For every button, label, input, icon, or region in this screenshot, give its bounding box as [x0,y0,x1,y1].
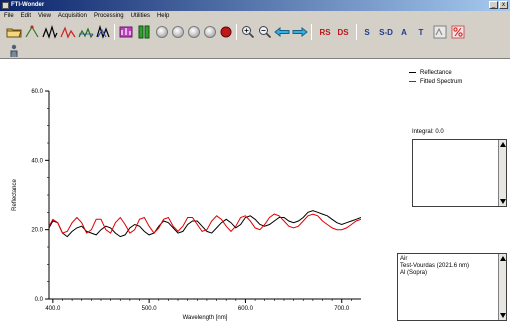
main-toolbar: RS DS S S-D A T [0,21,510,43]
legend-label-fitted: Fitted Spectrum [420,78,463,85]
layer-item[interactable]: Al (Sopra) [400,270,428,276]
secondary-toolbar [0,43,510,59]
menu-view[interactable]: View [38,13,51,19]
menu-help[interactable]: Help [156,13,170,19]
window-title: FTI-Wonder [11,2,45,8]
acquire-button-4[interactable] [202,25,218,39]
a-button[interactable]: A [401,27,407,37]
close-button[interactable]: x [499,1,508,9]
battery-icon[interactable] [136,25,152,39]
spectrum-plot[interactable]: 0.0 20.0 40.0 60.0 400.0 500.0 600.0 700.0 Wavel… [0,59,390,325]
x-tick-label-2: 600.0 [238,306,254,312]
measure-tool-icon[interactable] [24,25,40,39]
scroll-up-icon[interactable] [500,256,506,261]
y-tick-label-1: 20.0 [31,228,43,234]
legend-label-reflectance: Reflectance [420,69,452,76]
peak-fit-icon[interactable] [96,25,112,39]
zoom-in-icon[interactable] [240,25,256,39]
open-folder-icon[interactable] [6,25,22,39]
s-button[interactable]: S [364,27,370,37]
s-d-button[interactable]: S-D [379,27,393,37]
app-icon [2,2,9,9]
spectrum-black-icon[interactable] [42,25,58,39]
y-tick-label-3: 60.0 [31,89,43,95]
legend-swatch-fitted [409,81,416,82]
fit-settings-icon[interactable] [432,25,448,39]
series-line-reflectance [48,210,362,238]
rs-button[interactable]: RS [319,27,331,37]
layer-listbox[interactable]: Air Test-Vourdas (2021.6 nm) Al (Sopra) [397,253,507,321]
arrow-right-icon[interactable] [292,25,308,39]
x-tick-label-3: 700.0 [334,306,350,312]
legend-swatch-reflectance [409,72,416,73]
spectrum-overlay-icon[interactable] [78,25,94,39]
ds-button[interactable]: DS [337,27,349,37]
menu-processing[interactable]: Processing [93,13,124,19]
x-tick-label-0: 400.0 [45,306,61,312]
percent-icon[interactable] [450,25,466,39]
scroll-up-icon[interactable] [500,142,506,147]
scroll-down-icon[interactable] [500,199,506,204]
chart-legend: Reflectance Fitted Spectrum [409,68,462,86]
stop-record-icon[interactable] [218,25,234,39]
series-line-fitted-spectrum [48,213,362,234]
arrow-left-icon[interactable] [274,25,290,39]
title-bar: FTI-Wonder _ x [0,0,510,11]
menu-acquisition[interactable]: Acquisition [57,13,87,19]
menu-file[interactable]: File [4,13,14,19]
person-icon[interactable] [6,44,22,58]
y-axis-label: Reflectance [12,178,18,210]
x-tick-label-1: 500.0 [142,306,158,312]
menu-utilities[interactable]: Utilities [130,13,150,19]
legend-item-fitted: Fitted Spectrum [409,77,462,86]
spectrum-chart[interactable]: 0.0 20.0 40.0 60.0 400.0 500.0 600.0 700.0 Wavel… [0,59,390,325]
zoom-out-icon[interactable] [257,25,273,39]
layer-item[interactable]: Test-Vourdas (2021.6 nm) [400,263,470,269]
integral-listbox[interactable] [412,139,507,207]
acquire-button-1[interactable] [154,25,170,39]
integral-label: Integral: 0.0 [412,129,444,135]
integral-scrollbar[interactable] [498,140,506,206]
x-axis-label: Wavelength [nm] [183,315,228,321]
minimize-button[interactable]: _ [489,1,498,9]
y-tick-label-2: 40.0 [31,158,43,164]
peak-marker-icon[interactable] [118,25,134,39]
y-tick-label-0: 0.0 [35,297,44,303]
acquire-button-2[interactable] [170,25,186,39]
menu-bar: File Edit View Acquisition Processing Ut… [0,11,510,21]
spectrum-red-icon[interactable] [60,25,76,39]
legend-item-reflectance: Reflectance [409,68,462,77]
layer-scrollbar[interactable] [498,254,506,320]
layer-item[interactable]: Air [400,256,408,262]
acquire-button-3[interactable] [186,25,202,39]
t-button[interactable]: T [418,27,424,37]
scroll-down-icon[interactable] [500,313,506,318]
menu-edit[interactable]: Edit [20,13,32,19]
